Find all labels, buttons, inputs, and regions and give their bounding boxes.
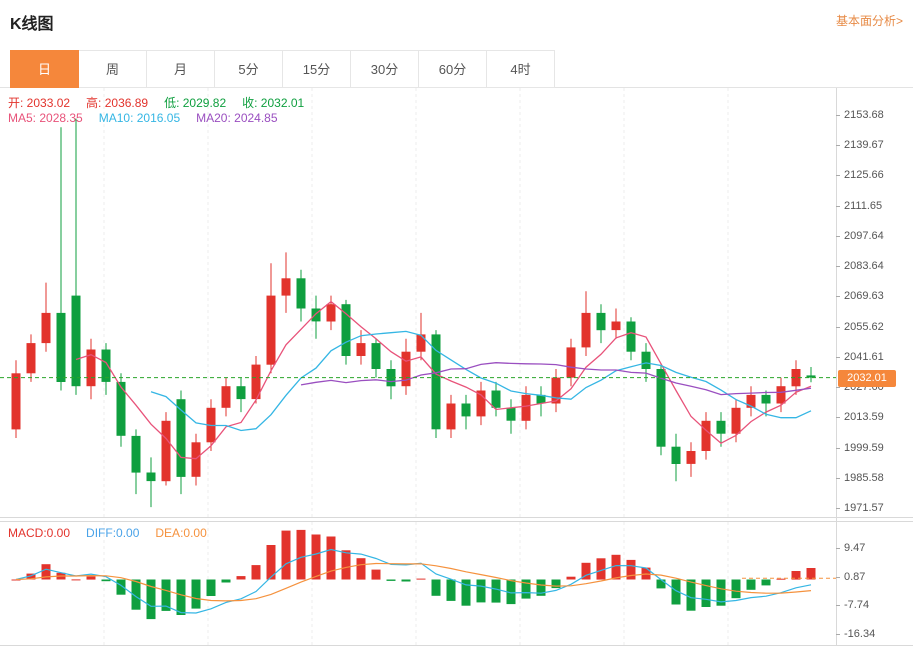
axis-tick-label: 0.87 [844, 571, 866, 583]
price-axis: 2153.68 2139.67 2125.66 2111.65 2097.64 2083.… [836, 88, 913, 517]
axis-tick-mark [836, 577, 840, 578]
axis-tick-label: -7.74 [844, 599, 870, 611]
ma20-value: MA20: 2024.85 [196, 111, 278, 125]
axis-tick-mark [836, 387, 840, 388]
ohlc-close: 收: 2032.01 [242, 96, 305, 110]
axis-tick-label: 2111.65 [844, 200, 883, 212]
ohlc-low: 低: 2029.82 [164, 96, 227, 110]
price-panel: 开: 2033.02 高: 2036.89 低: 2029.82 收: 2032.01… [0, 88, 836, 517]
ma5-value: MA5: 2028.35 [8, 111, 83, 125]
page-header: K线图 基本面分析> [0, 0, 913, 50]
chart-area: 开: 2033.02 高: 2036.89 低: 2029.82 收: 2032.01… [0, 88, 913, 648]
chart-bottom-line [0, 645, 913, 646]
axis-tick-mark [836, 357, 840, 358]
axis-tick-mark [836, 296, 840, 297]
tab-15分[interactable]: 15分 [282, 50, 351, 88]
fundamental-analysis-link[interactable]: 基本面分析> [835, 14, 903, 28]
axis-border-line [836, 88, 837, 645]
tab-日[interactable]: 日 [10, 50, 79, 88]
tab-月[interactable]: 月 [146, 50, 215, 88]
macd-axis: 9.47 0.87 -7.74 -16.34 [836, 522, 913, 645]
macd-info: MACD:0.00 DIFF:0.00 DEA:0.00 [8, 526, 223, 540]
tab-30分[interactable]: 30分 [350, 50, 419, 88]
tab-4时[interactable]: 4时 [486, 50, 555, 88]
axis-tick-mark [836, 175, 840, 176]
axis-tick-mark [836, 206, 840, 207]
macd-chart-svg[interactable] [0, 522, 836, 645]
axis-tick-label: 9.47 [844, 542, 866, 554]
macd-histogram [11, 529, 816, 620]
axis-tick-label: 1971.57 [844, 502, 884, 514]
macd-value: MACD:0.00 [8, 526, 71, 540]
axis-tick-label: 2125.66 [844, 169, 884, 181]
axis-tick-label: 2041.61 [844, 351, 884, 363]
ohlc-high: 高: 2036.89 [86, 96, 149, 110]
panel-separator-line [0, 517, 913, 518]
axis-tick-label: 2097.64 [844, 230, 884, 242]
tab-60分[interactable]: 60分 [418, 50, 487, 88]
macd-panel: MACD:0.00 DIFF:0.00 DEA:0.00 [0, 522, 836, 645]
axis-tick-mark [836, 605, 840, 606]
axis-tick-mark [836, 266, 840, 267]
axis-tick-mark [836, 327, 840, 328]
axis-tick-label: 2055.62 [844, 321, 884, 333]
ohlc-open: 开: 2033.02 [8, 96, 71, 110]
axis-tick-label: 2069.63 [844, 290, 884, 302]
dea-value: DEA:0.00 [155, 526, 207, 540]
diff-value: DIFF:0.00 [86, 526, 140, 540]
axis-tick-mark [836, 448, 840, 449]
tab-周[interactable]: 周 [78, 50, 147, 88]
candles [11, 118, 816, 508]
axis-tick-label: 2153.68 [844, 109, 884, 121]
axis-tick-label: -16.34 [844, 628, 876, 640]
tab-5分[interactable]: 5分 [214, 50, 283, 88]
ohlc-info: 开: 2033.02 高: 2036.89 低: 2029.82 收: 2032.01 [8, 94, 320, 111]
axis-tick-label: 2139.67 [844, 139, 884, 151]
page-title: K线图 [10, 16, 54, 33]
axis-tick-label: 2013.59 [844, 411, 884, 423]
axis-tick-mark [836, 548, 840, 549]
axis-tick-mark [836, 634, 840, 635]
axis-tick-mark [836, 417, 840, 418]
axis-tick-mark [836, 236, 840, 237]
ma10-value: MA10: 2016.05 [98, 111, 181, 125]
timeframe-tabs: 日周月 5分 15分 30分 60分 4时 [0, 50, 913, 88]
axis-tick-label: 1999.59 [844, 442, 884, 454]
current-price-badge: 2032.01 [838, 370, 896, 387]
axis-tick-label: 1985.58 [844, 472, 884, 484]
panel-separator-line [0, 521, 913, 522]
axis-tick-mark [836, 115, 840, 116]
axis-tick-label: 2083.64 [844, 260, 884, 272]
candlestick-chart-svg[interactable] [0, 88, 836, 517]
axis-tick-mark [836, 508, 840, 509]
axis-tick-mark [836, 478, 840, 479]
ma-info: MA5: 2028.35 MA10: 2016.05 MA20: 2024.85 [8, 111, 294, 125]
axis-tick-mark [836, 145, 840, 146]
